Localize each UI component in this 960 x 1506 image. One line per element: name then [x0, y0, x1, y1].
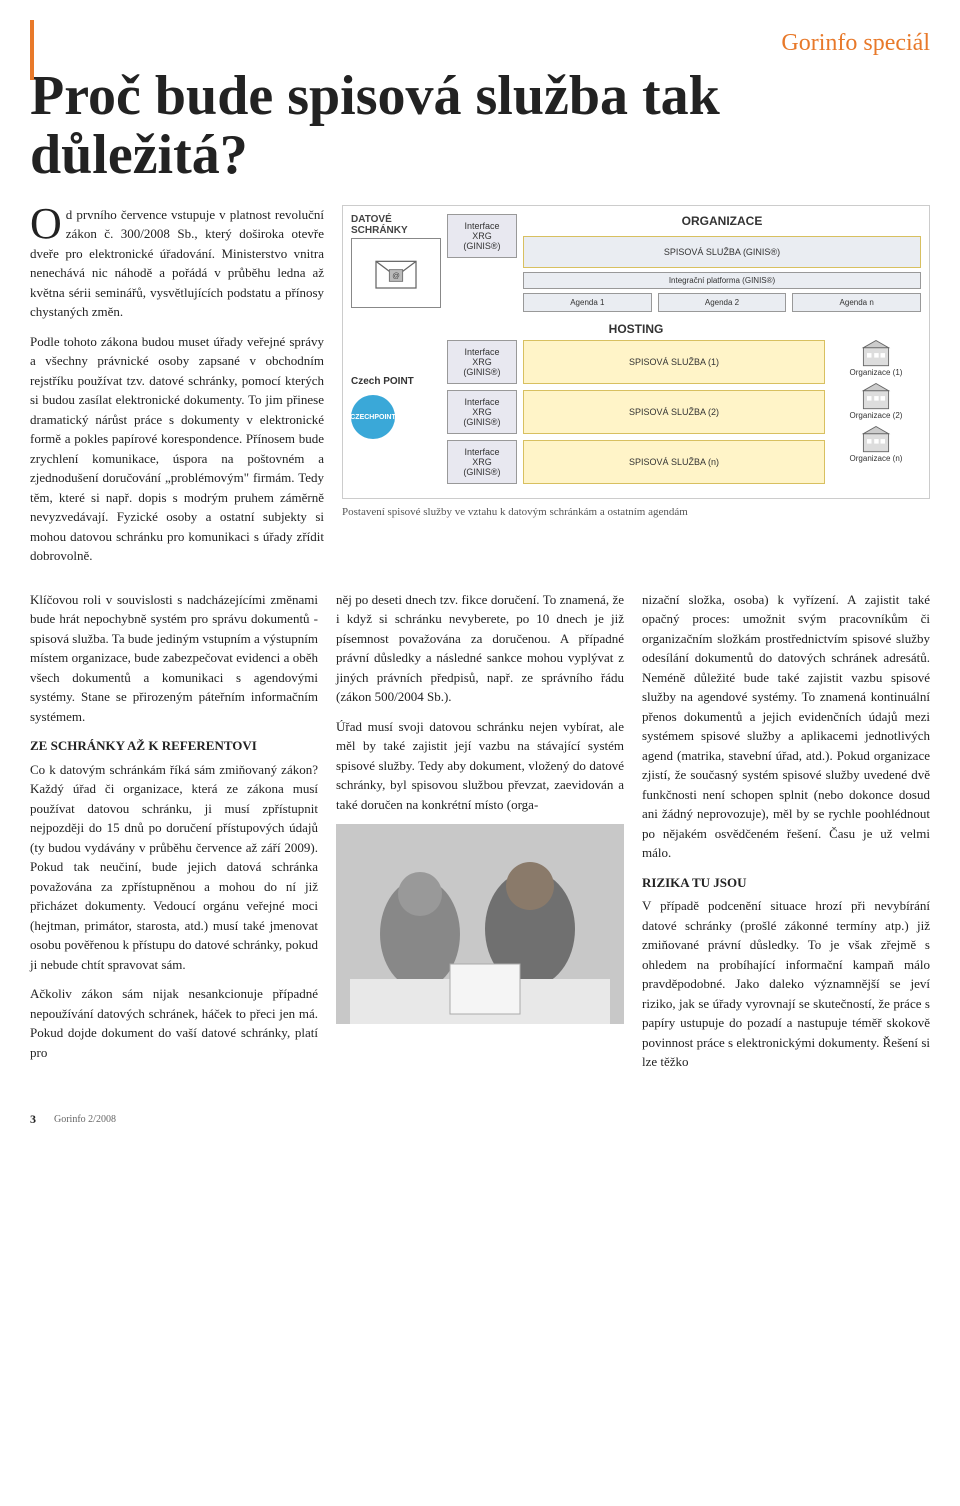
office-photo — [336, 824, 624, 1024]
agenda-n: Agenda n — [792, 293, 921, 312]
diagram-caption: Postavení spisové služby ve vztahu k dat… — [342, 505, 930, 519]
intro-p1-text: d prvního července vstupuje v plat­nost … — [30, 207, 324, 320]
datove-schranky-label: DATOVÉ SCHRÁNKY — [351, 214, 441, 236]
subhead-schranky: ZE SCHRÁNKY AŽ K REFERENTOVI — [30, 736, 318, 756]
page-number: 3 — [30, 1112, 36, 1127]
body-col-3: nizační složka, osoba) k vyřízení. A zaj… — [642, 590, 930, 1082]
diagram-wrap: DATOVÉ SCHRÁNKY @ Interface XRG — [342, 205, 930, 519]
body1-p3: Ačkoliv zákon sám nijak nesankcionuje př… — [30, 984, 318, 1062]
hosting-title: HOSTING — [351, 322, 921, 336]
organizace-title: ORGANIZACE — [523, 214, 921, 228]
intro-paragraph-1: O d prvního července vstupuje v plat­nos… — [30, 205, 324, 322]
interface-box-2: Interface XRG (GINIS®) — [447, 390, 517, 434]
org-1: Organizace (1) — [831, 340, 921, 377]
intro-paragraph-2: Podle tohoto zákona budou muset úřady ve… — [30, 332, 324, 566]
spisova-sluzba-ginis: SPISOVÁ SLUŽBA (GINIS®) — [523, 236, 921, 268]
body1-p1: Klíčovou roli v souvislosti s nadcházejí… — [30, 590, 318, 727]
body2-p1: něj po deseti dnech tzv. fikce doručení.… — [336, 590, 624, 707]
body3-p1: nizační složka, osoba) k vyřízení. A zaj… — [642, 590, 930, 863]
spis-1: SPISOVÁ SLUŽBA (1) — [523, 340, 825, 384]
envelope-icon: @ — [351, 238, 441, 308]
diagram-left-top: DATOVÉ SCHRÁNKY @ — [351, 214, 441, 308]
diagram-column: DATOVÉ SCHRÁNKY @ Interface XRG — [342, 205, 930, 576]
page-footer: 3 Gorinfo 2/2008 — [30, 1112, 930, 1127]
czechpoint-block: Czech POINT CZECHPOINT — [351, 340, 441, 484]
integracni-platforma: Integrační platforma (GINIS®) — [523, 272, 921, 289]
organizace-block: ORGANIZACE SPISOVÁ SLUŽBA (GINIS®) Integ… — [523, 214, 921, 312]
org-col: Organizace (1) Organizace (2) Organizace… — [831, 340, 921, 484]
agenda-1: Agenda 1 — [523, 293, 652, 312]
interface-box-n: Interface XRG (GINIS®) — [447, 440, 517, 484]
svg-text:@: @ — [392, 271, 400, 280]
agenda-2: Agenda 2 — [658, 293, 787, 312]
spis-n: SPISOVÁ SLUŽBA (n) — [523, 440, 825, 484]
intro-column: O d prvního července vstupuje v plat­nos… — [30, 205, 324, 576]
body-col-1: Klíčovou roli v souvislosti s nadcházejí… — [30, 590, 318, 1082]
accent-bar — [30, 20, 34, 80]
body2-p2: Úřad musí svoji datovou schránku nejen v… — [336, 717, 624, 815]
czechpoint-label: Czech POINT — [351, 376, 441, 387]
spis-list: SPISOVÁ SLUŽBA (1) SPISOVÁ SLUŽBA (2) SP… — [523, 340, 825, 484]
dropcap: O — [30, 205, 66, 242]
body-col-2: něj po deseti dnech tzv. fikce doručení.… — [336, 590, 624, 1082]
interface-box-top: Interface XRG (GINIS®) — [447, 214, 517, 258]
issue-label: Gorinfo 2/2008 — [54, 1114, 116, 1125]
architecture-diagram: DATOVÉ SCHRÁNKY @ Interface XRG — [342, 205, 930, 499]
org-2: Organizace (2) — [831, 383, 921, 420]
body1-p2: Co k datovým schránkám říká sám zmi­ňova… — [30, 760, 318, 975]
intro-row: O d prvního července vstupuje v plat­nos… — [30, 205, 930, 576]
interface-col: Interface XRG (GINIS®) Interface XRG (GI… — [447, 340, 517, 484]
czechpoint-icon: CZECHPOINT — [351, 395, 395, 439]
section-label: Gorinfo speciál — [30, 30, 930, 57]
spis-2: SPISOVÁ SLUŽBA (2) — [523, 390, 825, 434]
interface-box-1: Interface XRG (GINIS®) — [447, 340, 517, 384]
body3-p2: V případě podcenění situace hrozí při ne… — [642, 896, 930, 1072]
subhead-rizika: RIZIKA TU JSOU — [642, 873, 930, 893]
body-columns: Klíčovou roli v souvislosti s nadcházejí… — [30, 590, 930, 1082]
org-n: Organizace (n) — [831, 426, 921, 463]
article-headline: Proč bude spisová služba tak důležitá? — [30, 67, 930, 185]
